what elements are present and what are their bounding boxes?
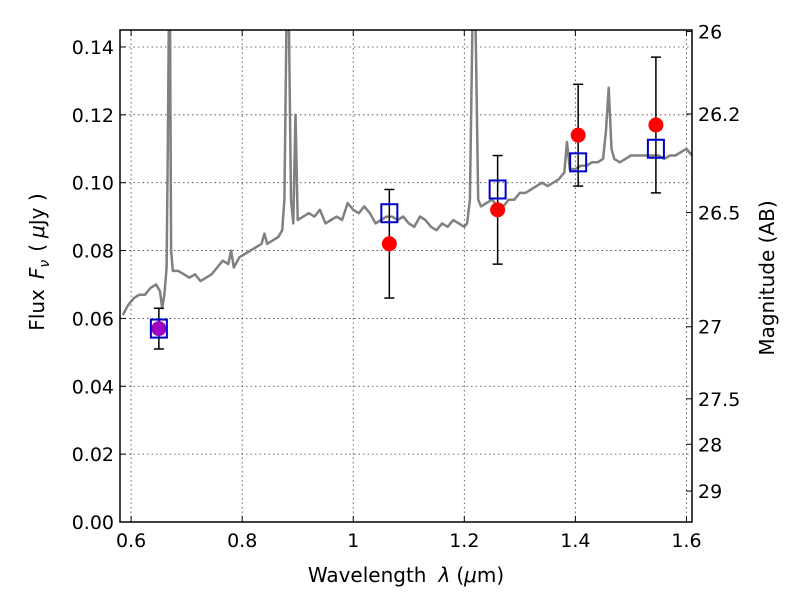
model-squares-layer: [149, 138, 665, 339]
y-tick-label: 0.12: [72, 105, 114, 127]
model-square: [149, 318, 168, 339]
mag-tick-label: 27.5: [698, 389, 740, 411]
x-tick-label: 1.6: [671, 530, 701, 552]
mag-tick-label: 26: [698, 22, 722, 44]
observed-point: [151, 321, 167, 337]
x-tick-label: 1: [347, 530, 359, 552]
model-square: [569, 152, 588, 173]
observed-points-layer: [151, 117, 664, 337]
y-axis-label: FluxFν(μJy ): [25, 193, 53, 330]
observed-point: [570, 127, 586, 143]
axis-ticks: 0.6 0.8 1 1.2 1.4 1.6 0.00 0.02 0.04 0.06 0.08 0.10…: [72, 22, 741, 552]
observed-point: [490, 202, 506, 218]
mag-tick-label: 26.2: [698, 104, 740, 126]
y-tick-label: 0.00: [72, 512, 114, 534]
y-tick-label: 0.06: [72, 308, 114, 330]
y-axis-right-label: Magnitude (AB): [755, 200, 779, 355]
model-sed-layer: [121, 30, 692, 316]
mag-tick-label: 26.5: [698, 203, 740, 225]
mag-tick-label: 27: [698, 317, 722, 339]
grid: [120, 30, 692, 523]
errorbar-layer: [153, 56, 661, 350]
observed-point: [648, 117, 664, 133]
observed-point: [381, 236, 397, 252]
y-tick-label: 0.02: [72, 444, 114, 466]
mag-tick-label: 28: [698, 434, 722, 456]
y-tick-label: 0.08: [72, 241, 114, 263]
model-square: [646, 138, 665, 159]
y-tick-label: 0.14: [72, 37, 114, 59]
y-tick-label: 0.10: [72, 173, 114, 195]
x-tick-label: 0.8: [227, 530, 257, 552]
x-axis-label: Wavelength λ (μm): [308, 563, 504, 587]
x-tick-label: 1.4: [560, 530, 590, 552]
x-tick-label: 1.2: [449, 530, 479, 552]
x-tick-label: 0.6: [116, 530, 146, 552]
mag-tick-label: 29: [698, 481, 722, 503]
y-tick-label: 0.04: [72, 376, 114, 398]
model-square: [488, 179, 507, 200]
plot-frame: [119, 29, 693, 523]
model-sed-line: [121, 30, 692, 316]
model-square: [380, 203, 399, 224]
